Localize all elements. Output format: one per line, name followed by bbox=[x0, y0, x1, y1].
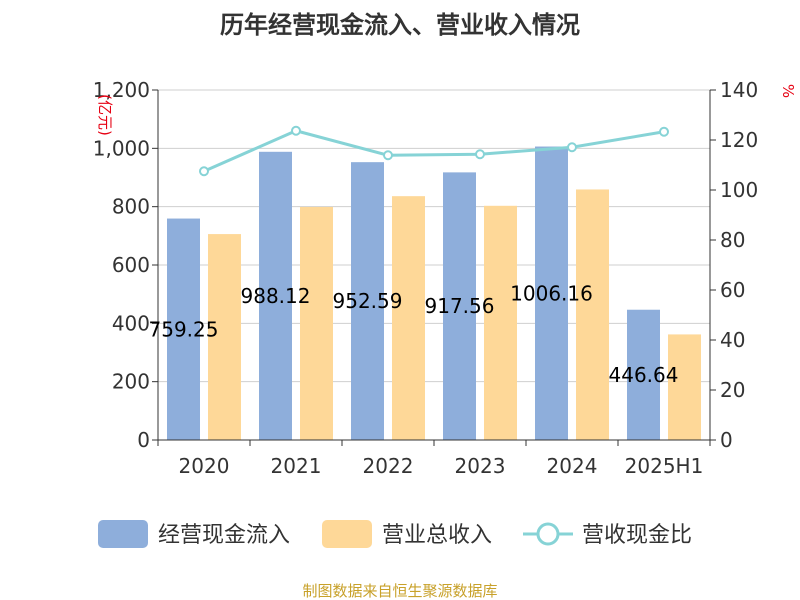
bar-cash-inflow bbox=[351, 162, 384, 440]
left-tick-label: 400 bbox=[112, 311, 150, 335]
right-tick-label: 140 bbox=[720, 78, 758, 102]
right-tick-label: 80 bbox=[720, 228, 745, 252]
left-tick-label: 1,200 bbox=[93, 78, 150, 102]
bar-revenue bbox=[208, 234, 241, 440]
right-axis-unit: % bbox=[779, 84, 797, 98]
legend-swatch-cash-inflow bbox=[98, 520, 148, 548]
bar-revenue bbox=[484, 205, 517, 440]
legend-swatch-revenue bbox=[322, 520, 372, 548]
bar-revenue bbox=[576, 189, 609, 440]
ratio-point bbox=[199, 166, 209, 177]
legend-label-cash-inflow: 经营现金流入 bbox=[158, 523, 290, 548]
chart-title: 历年经营现金流入、营业收入情况 bbox=[220, 11, 580, 39]
left-tick-label: 200 bbox=[112, 370, 150, 394]
bar-cash-inflow bbox=[535, 146, 568, 440]
data-label: 988.12 bbox=[241, 284, 311, 308]
bar-cash-inflow bbox=[627, 309, 660, 440]
x-tick-label: 2022 bbox=[363, 454, 414, 478]
ratio-point bbox=[567, 142, 577, 153]
axes: 0 200 400 600 800 1,000 1,200 0 20 40 60 80 100 120 14… bbox=[93, 78, 758, 478]
legend-label-revenue: 营业总收入 bbox=[382, 523, 492, 548]
legend: 经营现金流入 营业总收入 营收现金比 bbox=[98, 520, 692, 548]
x-tick-label: 2024 bbox=[547, 454, 598, 478]
x-tick-label: 2025H1 bbox=[625, 454, 704, 478]
ratio-line-path bbox=[203, 129, 665, 173]
data-label: 917.56 bbox=[425, 294, 495, 318]
data-label: 759.25 bbox=[149, 317, 219, 341]
source-note: 制图数据来自恒生聚源数据库 bbox=[302, 582, 497, 600]
bars bbox=[167, 146, 701, 440]
bar-revenue bbox=[300, 206, 333, 440]
ratio-point bbox=[475, 149, 485, 160]
right-tick-label: 100 bbox=[720, 178, 758, 202]
data-label: 446.64 bbox=[609, 363, 679, 387]
x-tick-label: 2021 bbox=[271, 454, 322, 478]
left-tick-label: 1,000 bbox=[93, 136, 150, 160]
right-tick-label: 120 bbox=[720, 128, 758, 152]
bar-cash-inflow bbox=[259, 151, 292, 440]
bar-cash-inflow bbox=[167, 218, 200, 440]
legend-marker-ratio bbox=[536, 522, 560, 546]
bar-revenue bbox=[392, 196, 425, 440]
grid-lines bbox=[158, 89, 710, 383]
right-tick-label: 0 bbox=[720, 428, 733, 452]
ratio-point bbox=[659, 126, 669, 137]
bar-cash-inflow bbox=[443, 172, 476, 440]
left-tick-label: 800 bbox=[112, 195, 150, 219]
ratio-point bbox=[383, 150, 393, 161]
left-tick-label: 600 bbox=[112, 253, 150, 277]
data-label: 1006.16 bbox=[510, 281, 593, 305]
x-tick-label: 2020 bbox=[179, 454, 230, 478]
data-label: 952.59 bbox=[333, 289, 403, 313]
x-tick-label: 2023 bbox=[455, 454, 506, 478]
ratio-point bbox=[291, 125, 301, 136]
bar-revenue bbox=[668, 334, 701, 440]
right-tick-label: 40 bbox=[720, 328, 745, 352]
left-tick-label: 0 bbox=[137, 428, 150, 452]
right-tick-label: 60 bbox=[720, 278, 745, 302]
left-axis-unit: (亿元) bbox=[96, 94, 114, 136]
right-tick-label: 20 bbox=[720, 378, 745, 402]
legend-label-ratio: 营收现金比 bbox=[582, 523, 692, 548]
data-labels: 759.25 988.12 952.59 917.56 1006.16 446.64 bbox=[149, 281, 679, 387]
ratio-line bbox=[199, 125, 669, 177]
